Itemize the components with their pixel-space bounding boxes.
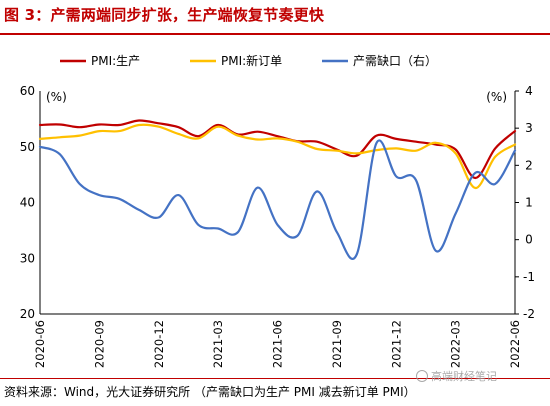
right-tick-label: 2	[525, 158, 533, 172]
chart-title: 图 3：产需两端同步扩张，生产端恢复节奏更快	[4, 6, 325, 24]
series-line-1	[38, 123, 517, 190]
x-tick-label: 2021-03	[211, 320, 225, 368]
watermark-text: 高端财经笔记	[431, 370, 497, 383]
right-tick-label: -1	[523, 270, 535, 284]
x-tick-label: 2022-06	[508, 320, 522, 368]
title-rule	[0, 33, 550, 35]
x-tick-label: 2020-06	[33, 320, 47, 368]
left-unit-label: (%)	[46, 90, 67, 104]
legend-label-1: PMI:新订单	[221, 53, 282, 68]
x-tick-label: 2020-12	[152, 320, 166, 368]
right-unit-label: (%)	[486, 90, 507, 104]
wechat-icon	[416, 370, 428, 382]
right-tick-label: 4	[525, 84, 533, 98]
series-line-2	[38, 139, 517, 260]
left-tick-label: 20	[20, 307, 35, 321]
source-note: 资料来源：Wind，光大证券研究所 （产需缺口为生产 PMI 减去新订单 PMI…	[4, 385, 416, 399]
x-tick-label: 2020-09	[92, 320, 106, 368]
x-tick-label: 2021-12	[389, 320, 403, 368]
right-tick-label: 3	[525, 121, 533, 135]
legend-label-2: 产需缺口（右）	[353, 53, 437, 68]
right-tick-label: -2	[523, 307, 535, 321]
x-tick-label: 2022-03	[449, 320, 463, 368]
right-tick-label: 1	[525, 196, 533, 210]
x-tick-label: 2021-09	[330, 320, 344, 368]
series-lines	[38, 119, 517, 260]
left-tick-label: 50	[20, 140, 35, 154]
left-tick-label: 60	[20, 84, 35, 98]
dual-axis-line-chart: PMI:生产 PMI:新订单 产需缺口（右） 60 50 40 30 20 (%) 4 3 2 1 0 -…	[20, 53, 535, 368]
legend: PMI:生产 PMI:新订单 产需缺口（右）	[60, 53, 437, 68]
series-line-0	[38, 119, 517, 180]
watermark: 高端财经笔记	[416, 368, 497, 384]
legend-label-0: PMI:生产	[91, 54, 140, 68]
left-tick-label: 30	[20, 251, 35, 265]
axes: 60 50 40 30 20 (%) 4 3 2 1 0 -1 -2 (%) 2020-06 2020-09 2…	[20, 84, 535, 368]
x-tick-label: 2021-06	[271, 320, 285, 368]
source-rule	[0, 378, 550, 379]
right-tick-label: 0	[525, 233, 533, 247]
left-tick-label: 40	[20, 196, 35, 210]
